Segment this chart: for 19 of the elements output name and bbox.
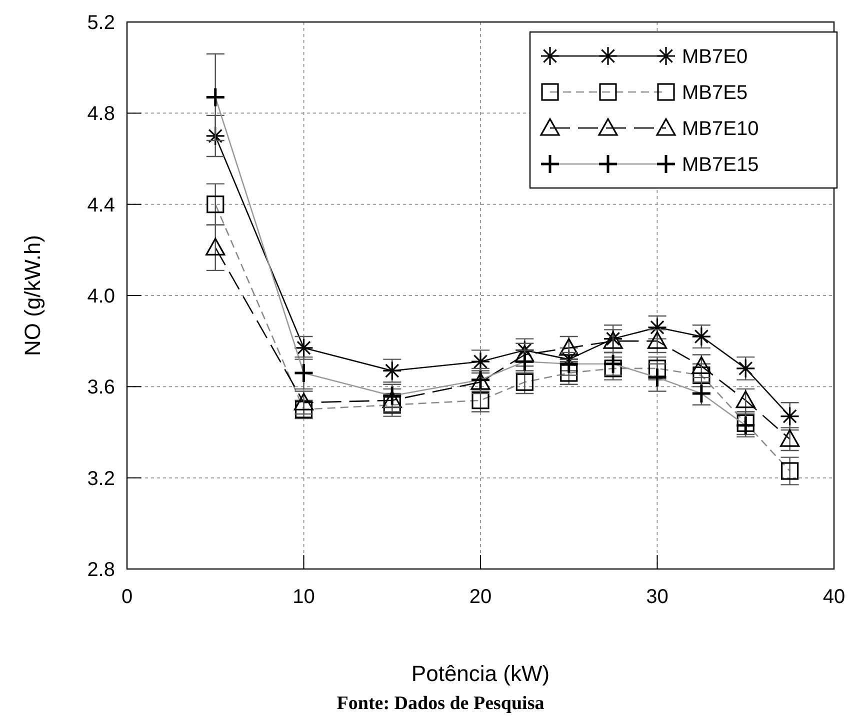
legend-label: MB7E15 [682, 154, 759, 176]
y-tick-label: 3.6 [87, 376, 115, 399]
legend-label: MB7E0 [682, 46, 748, 68]
x-axis-title: Potência (kW) [411, 661, 550, 686]
x-tick-label: 20 [469, 586, 492, 608]
x-tick-label: 40 [822, 586, 846, 608]
y-tick-label: 2.8 [87, 559, 115, 581]
y-tick-label: 4.8 [87, 103, 115, 126]
source-note: Fonte: Dados de Pesquisa [336, 693, 545, 714]
y-tick-label: 3.2 [87, 468, 115, 490]
x-tick-label: 30 [646, 586, 668, 608]
legend-label: MB7E10 [682, 118, 759, 140]
y-tick-label: 4.0 [87, 286, 115, 308]
y-tick-label: 5.2 [87, 12, 115, 34]
y-tick-label: 4.4 [87, 194, 115, 216]
x-tick-label: 10 [292, 586, 315, 608]
x-tick-label: 0 [121, 586, 133, 608]
legend-label: MB7E5 [682, 82, 748, 104]
y-axis-title: NO (g/kW.h) [20, 234, 45, 356]
